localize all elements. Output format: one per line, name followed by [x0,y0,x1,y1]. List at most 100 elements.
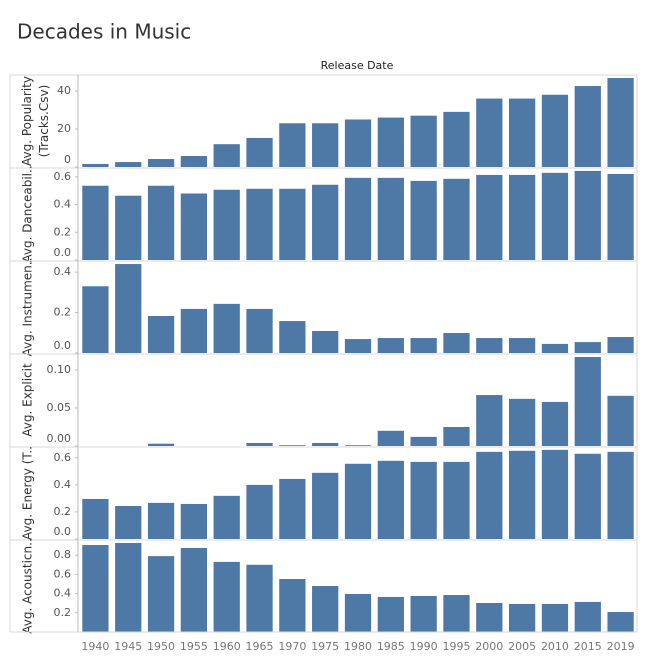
x-tick-label: 1940 [81,640,109,653]
bar [476,451,503,539]
bar [377,596,404,632]
x-tick-label: 1970 [278,640,306,653]
bar [410,338,437,353]
bar [246,308,273,353]
bar [410,436,437,446]
bar [607,612,634,632]
bar [115,264,142,353]
column-header: Release Date [321,59,394,72]
y-tick-label: 0.6 [54,170,72,183]
bar [541,172,569,260]
y-tick-label: 0.2 [54,225,72,238]
x-tick-label: 1945 [114,640,142,653]
x-tick-label: 1975 [311,640,339,653]
bar [607,337,634,353]
bar [574,342,601,353]
bar [443,332,470,353]
bar [115,542,142,632]
bar [607,451,634,539]
bar [344,593,372,632]
bar [312,472,339,539]
bar [443,426,470,446]
bar [180,193,208,260]
bar [213,561,240,632]
bar [443,595,470,632]
bar [312,123,339,167]
x-tick-label: 2015 [574,640,602,653]
y-tick-label: 0.0 [54,339,72,352]
bar [410,180,437,260]
y-tick-label: 0.6 [54,451,72,464]
bar [574,453,601,539]
bar [443,178,470,260]
bar [246,442,273,446]
bar [443,461,470,539]
bar [508,338,536,353]
bar [574,601,601,632]
y-axis-label: Avg. Explicit [21,363,35,437]
bar [279,478,306,539]
bar [147,185,175,260]
bar [246,137,273,167]
bar [541,343,569,353]
bar [180,155,208,167]
bar [279,445,306,446]
x-tick-label: 1960 [213,640,241,653]
bar [410,595,437,632]
y-tick-label: 0.10 [47,363,72,376]
bar [377,430,404,446]
y-axis-label: Avg. Danceabil.. [21,165,35,262]
y-tick-label: 0.2 [54,505,72,518]
bar [377,460,404,539]
bar [508,98,536,167]
bar [312,586,339,632]
bar [115,162,142,167]
bar [574,86,601,167]
bar [115,195,142,260]
x-tick-label: 1985 [377,640,405,653]
y-tick-label: 0.0 [54,246,72,259]
bar [377,177,404,260]
y-tick-label: 0.4 [54,198,72,211]
bar [574,170,601,260]
bar [246,484,273,539]
bar [476,338,503,353]
y-axis-label: Avg. Energy (T.. [21,446,35,540]
bar [410,115,437,167]
bar [476,174,503,260]
bar [213,303,240,353]
bar [508,174,536,260]
bar [607,395,634,446]
y-tick-label: 0.00 [47,432,72,445]
bar [82,498,109,539]
x-tick-label: 2019 [607,640,635,653]
x-tick-label: 1950 [147,640,175,653]
bar [508,603,536,632]
y-tick-label: 40 [57,84,71,97]
bar [607,173,634,260]
bar [147,443,175,446]
bar [180,503,208,539]
bar [82,544,109,632]
x-tick-label: 1955 [180,640,208,653]
x-tick-label: 1965 [246,640,274,653]
bar [541,94,569,167]
bar [410,461,437,539]
bar [82,286,109,353]
x-tick-label: 1990 [410,640,438,653]
bar [541,401,569,446]
bar [377,117,404,167]
bar [607,78,634,167]
y-tick-label: 0 [64,153,71,166]
bar [279,123,306,167]
bar [541,603,569,632]
x-tick-label: 2000 [475,640,503,653]
bar [476,602,503,632]
bar [574,357,601,446]
y-tick-label: 0.05 [47,401,72,414]
bar [246,564,273,632]
bar [312,330,339,353]
x-tick-label: 2010 [541,640,569,653]
bar [508,398,536,446]
bar [213,144,240,167]
